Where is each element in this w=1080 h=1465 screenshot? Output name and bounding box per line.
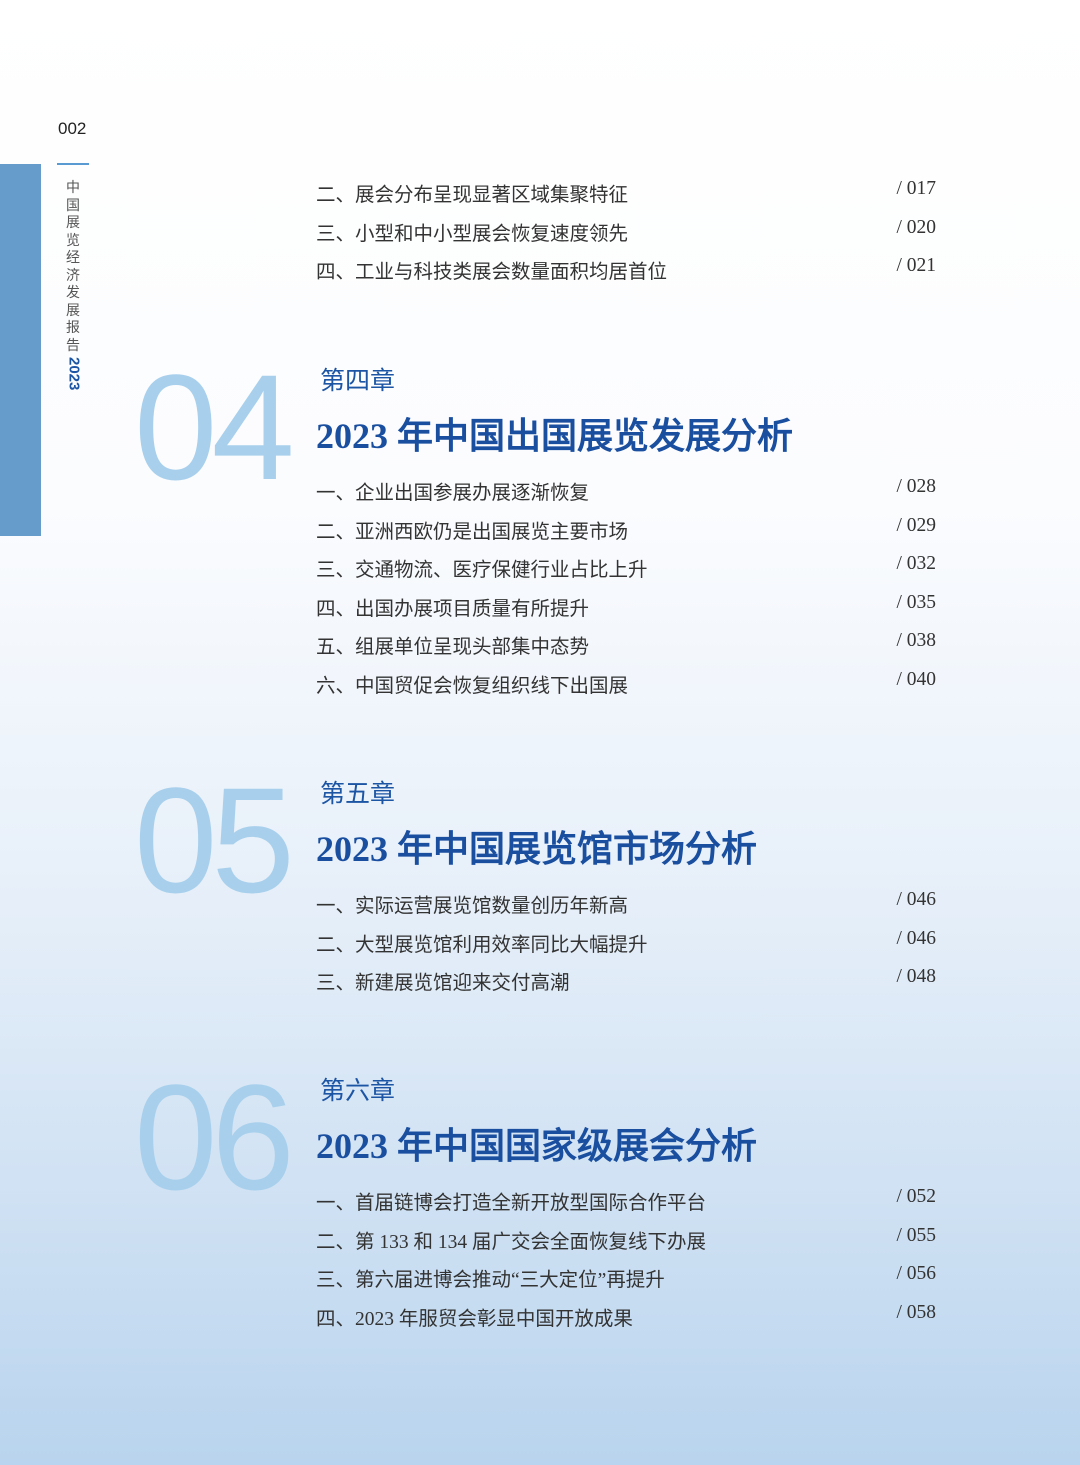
toc-entry-page: / 048 (896, 966, 936, 987)
toc-entry-title: 三、小型和中小型展会恢复速度领先 (316, 223, 629, 245)
toc-entry-page: / 046 (896, 889, 936, 910)
chapter-number: 05 (134, 756, 295, 924)
toc-entry[interactable]: 三、第六届进博会推动“三大定位”再提升 / 056 (316, 1263, 936, 1291)
running-title: 中 国 展 览 经 济 发 展 报 告 2023 (63, 180, 83, 390)
sidebar-color-bar (0, 164, 41, 536)
chapter-title[interactable]: 2023 年中国展览馆市场分析 (316, 829, 758, 869)
toc-entry-title: 五、组展单位呈现头部集中态势 (316, 637, 590, 658)
toc-entry-title: 三、交通物流、医疗保健行业占比上升 (316, 560, 648, 581)
running-title-char: 报 (66, 320, 80, 336)
toc-entry-title: 二、亚洲西欧仍是出国展览主要市场 (316, 521, 629, 543)
toc-entry-title: 四、出国办展项目质量有所提升 (316, 598, 590, 620)
toc-entry[interactable]: 三、小型和中小型展会恢复速度领先 / 020 (316, 216, 936, 245)
toc-entry-title: 二、展会分布呈现显著区域集聚特征 (316, 185, 629, 206)
running-title-char: 中 (66, 180, 80, 196)
toc-entry-title: 四、工业与科技类展会数量面积均居首位 (316, 262, 668, 283)
chapter-number: 04 (134, 343, 295, 511)
toc-entry-page: / 032 (896, 553, 936, 574)
toc-entry-page: / 028 (896, 476, 936, 497)
header-rule (57, 163, 89, 165)
toc-entry-title: 二、第 133 和 134 届广交会全面恢复线下办展 (316, 1231, 707, 1253)
running-title-char: 告 (66, 337, 80, 354)
toc-entry[interactable]: 四、工业与科技类展会数量面积均居首位 / 021 (316, 255, 936, 283)
toc-entry-title: 一、实际运营展览馆数量创历年新高 (316, 896, 629, 917)
toc-entry-page: / 021 (896, 255, 936, 276)
toc-entry[interactable]: 四、出国办展项目质量有所提升 / 035 (316, 591, 936, 620)
toc-entry-title: 二、大型展览馆利用效率同比大幅提升 (316, 934, 648, 956)
toc-entry-page: / 058 (896, 1301, 936, 1323)
running-title-char: 发 (66, 285, 80, 301)
toc-entry[interactable]: 五、组展单位呈现头部集中态势 / 038 (316, 630, 936, 658)
toc-entry-title: 四、2023 年服贸会彰显中国开放成果 (316, 1308, 633, 1330)
toc-entry[interactable]: 三、交通物流、医疗保健行业占比上升 / 032 (316, 553, 936, 581)
page-number: 002 (58, 119, 87, 138)
chapter-number: 06 (134, 1053, 295, 1221)
toc-entry-page: / 020 (896, 216, 936, 238)
running-title-char: 展 (66, 215, 80, 231)
running-title-char: 展 (66, 302, 80, 319)
toc-entry-page: / 017 (896, 178, 936, 199)
running-title-char: 经 (66, 250, 80, 266)
toc-entry-page: / 055 (896, 1224, 936, 1246)
chapter-label: 第五章 (320, 779, 396, 808)
toc-entry[interactable]: 二、亚洲西欧仍是出国展览主要市场 / 029 (316, 514, 936, 543)
toc-entry-page: / 056 (896, 1263, 936, 1284)
running-title-char: 览 (66, 232, 80, 249)
toc-entry-page: / 046 (896, 927, 936, 949)
running-title-char: 济 (66, 267, 80, 284)
toc-entry-page: / 040 (896, 668, 936, 690)
toc-entry[interactable]: 二、大型展览馆利用效率同比大幅提升 / 046 (316, 927, 936, 956)
toc-entry[interactable]: 二、展会分布呈现显著区域集聚特征 / 017 (316, 178, 936, 206)
running-title-char: 国 (66, 197, 80, 214)
chapter-label: 第四章 (320, 366, 396, 395)
toc-entry[interactable]: 二、第 133 和 134 届广交会全面恢复线下办展 / 055 (316, 1224, 936, 1253)
toc-entry-page: / 035 (896, 591, 936, 613)
toc-entry[interactable]: 一、企业出国参展办展逐渐恢复 / 028 (316, 476, 936, 504)
toc-entry[interactable]: 六、中国贸促会恢复组织线下出国展 / 040 (316, 668, 936, 697)
chapter-label: 第六章 (320, 1076, 396, 1105)
running-title-year: 2023 (65, 357, 83, 391)
chapter-title[interactable]: 2023 年中国出国展览发展分析 (316, 416, 794, 456)
toc-entry-title: 三、第六届进博会推动“三大定位”再提升 (316, 1270, 665, 1291)
toc-entry-title: 一、企业出国参展办展逐渐恢复 (316, 483, 590, 504)
toc-entry-title: 六、中国贸促会恢复组织线下出国展 (316, 675, 629, 697)
toc-entry[interactable]: 一、首届链博会打造全新开放型国际合作平台 / 052 (316, 1186, 936, 1214)
toc-entry-title: 一、首届链博会打造全新开放型国际合作平台 (316, 1193, 707, 1214)
toc-entry[interactable]: 一、实际运营展览馆数量创历年新高 / 046 (316, 889, 936, 917)
toc-entry[interactable]: 四、2023 年服贸会彰显中国开放成果 / 058 (316, 1301, 936, 1330)
toc-entry-title: 三、新建展览馆迎来交付高潮 (316, 973, 570, 994)
toc-entry-page: / 038 (896, 630, 936, 651)
toc-entry-page: / 029 (896, 514, 936, 536)
toc-entry-page: / 052 (896, 1186, 936, 1207)
chapter-title[interactable]: 2023 年中国国家级展会分析 (316, 1126, 758, 1166)
toc-entry[interactable]: 三、新建展览馆迎来交付高潮 / 048 (316, 966, 936, 994)
